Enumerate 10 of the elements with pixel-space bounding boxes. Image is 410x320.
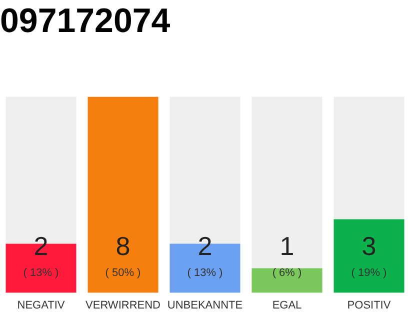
x-tick-label: VERWIRREND xyxy=(86,299,161,312)
data-label: 1 ( 6% ) xyxy=(272,230,302,279)
x-tick-label: EGAL xyxy=(272,299,302,312)
data-label: 8 ( 50% ) xyxy=(105,230,141,279)
chart-title: 097172074 xyxy=(0,2,170,40)
bar xyxy=(252,268,322,293)
data-label: 3 ( 19% ) xyxy=(351,230,387,279)
x-tick-label: NEGATIV xyxy=(17,299,66,312)
x-tick-label: UNBEKANNTE xyxy=(167,299,243,312)
x-tick-label: POSITIV xyxy=(347,299,392,312)
